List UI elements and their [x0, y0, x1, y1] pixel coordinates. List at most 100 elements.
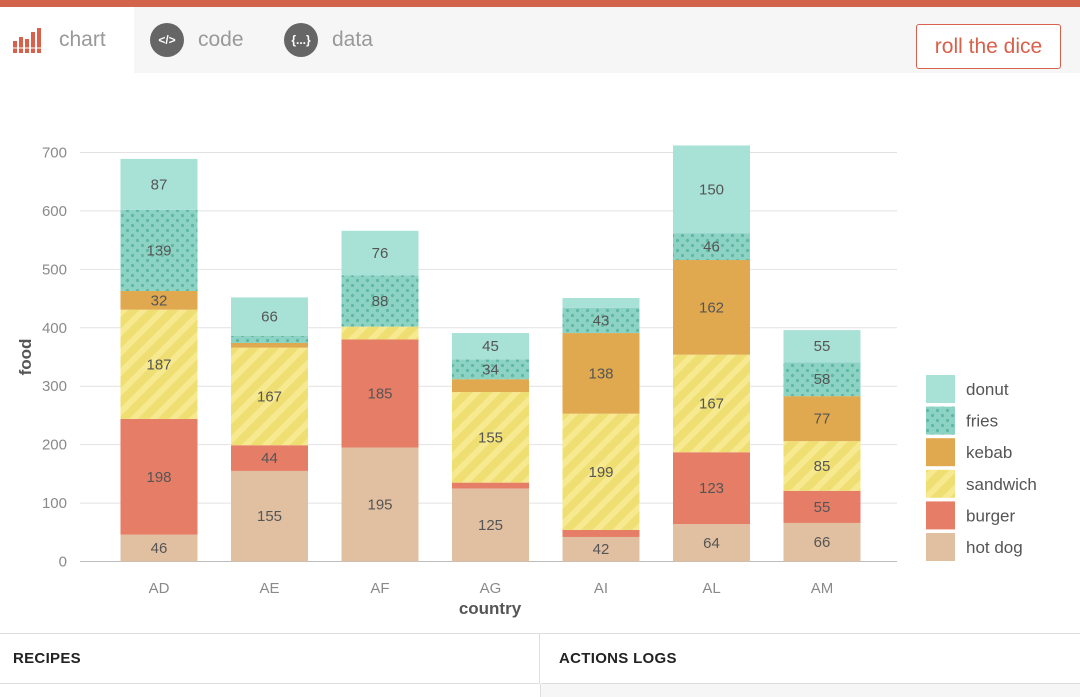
tab-chart[interactable]: chart [0, 7, 134, 73]
bar-value-label: 155 [257, 508, 282, 525]
bar-segment [452, 482, 529, 489]
y-tick-label: 300 [42, 378, 67, 395]
y-tick-label: 500 [42, 261, 67, 278]
y-tick-label: 600 [42, 203, 67, 220]
legend-label: hot dog [966, 538, 1023, 557]
bar-segment [562, 333, 640, 414]
bar-value-label: 155 [478, 429, 503, 446]
bar-segment [562, 529, 640, 537]
bar-value-label: 77 [814, 411, 831, 428]
bar-segment [231, 335, 308, 343]
bar-value-label: 43 [593, 312, 610, 329]
bar-value-label: 44 [261, 450, 278, 467]
bar-value-label: 45 [482, 338, 499, 355]
x-tick-label: AG [480, 580, 502, 597]
legend-label: donut [966, 380, 1009, 399]
bar-segment [120, 158, 198, 210]
bar-value-label: 185 [367, 386, 392, 403]
bar-value-label: 162 [699, 299, 724, 316]
bar-value-label: 42 [593, 541, 610, 558]
bar-segment [562, 536, 640, 562]
code-icon: </> [150, 23, 184, 57]
bar-segment [231, 445, 308, 471]
bar-segment [783, 522, 861, 562]
y-axis-label: food [16, 339, 35, 376]
y-tick-label: 100 [42, 495, 67, 512]
bar-value-label: 64 [703, 535, 720, 552]
legend-label: kebab [966, 443, 1012, 462]
y-tick-label: 200 [42, 437, 67, 454]
y-tick-label: 700 [42, 145, 67, 162]
bar-value-label: 58 [814, 371, 831, 388]
tab-data-label: data [332, 28, 373, 51]
bar-segment [783, 396, 861, 442]
actions-log-panel-header: ACTIONS LOGS [541, 634, 1080, 684]
bar-segment [562, 297, 640, 308]
json-braces-icon: {...} [284, 23, 318, 57]
roll-dice-button[interactable]: roll the dice [916, 24, 1061, 69]
bar-segment [120, 309, 198, 419]
actions-log-panel-body [541, 684, 1080, 697]
bar-segment [783, 362, 861, 397]
legend-label: fries [966, 412, 998, 431]
bar-segment [231, 342, 308, 348]
tab-code[interactable]: </> code [150, 7, 244, 73]
bar-segment [452, 359, 529, 380]
bar-chart-icon [13, 27, 45, 53]
tab-data[interactable]: {...} data [284, 7, 373, 73]
legend-label: sandwich [966, 475, 1037, 494]
x-tick-label: AL [702, 580, 720, 597]
recipes-panel-header: RECIPES [0, 634, 540, 684]
x-axis-label: country [459, 599, 522, 618]
bar-value-label: 55 [814, 499, 831, 516]
x-tick-label: AE [259, 580, 279, 597]
bar-segment [673, 260, 750, 355]
bar-value-label: 32 [151, 292, 168, 309]
bar-value-label: 66 [261, 309, 278, 326]
legend-swatch [926, 406, 955, 435]
bar-value-label: 167 [699, 395, 724, 412]
bar-segment [673, 524, 750, 562]
bar-value-label: 88 [372, 293, 389, 310]
bar-segment [120, 534, 198, 562]
legend-swatch [926, 533, 955, 561]
bar-segment [120, 209, 198, 291]
bottom-panels: RECIPES ACTIONS LOGS [0, 633, 1080, 697]
bar-segment [673, 452, 750, 525]
bar-value-label: 198 [146, 469, 171, 486]
y-tick-label: 400 [42, 320, 67, 337]
bar-value-label: 195 [367, 497, 392, 514]
bar-segment [562, 413, 640, 530]
bar-value-label: 138 [588, 365, 613, 382]
tab-chart-label: chart [59, 28, 106, 51]
bar-segment [783, 441, 861, 491]
top-accent-bar [0, 0, 1080, 7]
bar-value-label: 87 [151, 176, 168, 193]
x-tick-label: AI [594, 580, 608, 597]
bar-segment [673, 145, 750, 234]
bar-segment [341, 339, 419, 448]
bar-value-label: 167 [257, 388, 282, 405]
legend-swatch [926, 375, 955, 403]
bar-segment [341, 447, 419, 562]
legend-label: burger [966, 506, 1015, 525]
bar-value-label: 46 [703, 239, 720, 256]
x-tick-label: AM [811, 580, 834, 597]
x-tick-label: AF [370, 580, 389, 597]
legend-swatch [926, 469, 955, 498]
bar-value-label: 34 [482, 361, 499, 378]
bar-value-label: 187 [146, 356, 171, 373]
bar-value-label: 150 [699, 181, 724, 198]
tab-code-label: code [198, 28, 244, 51]
bar-value-label: 125 [478, 517, 503, 534]
bar-value-label: 199 [588, 464, 613, 481]
bar-segment [783, 490, 861, 523]
bar-segment [341, 275, 419, 327]
bar-segment [231, 470, 308, 562]
bar-value-label: 46 [151, 540, 168, 557]
x-tick-label: AD [149, 580, 170, 597]
bar-segment [562, 307, 640, 334]
legend-swatch [926, 438, 955, 467]
bar-segment [341, 230, 419, 276]
bar-segment [452, 392, 529, 483]
